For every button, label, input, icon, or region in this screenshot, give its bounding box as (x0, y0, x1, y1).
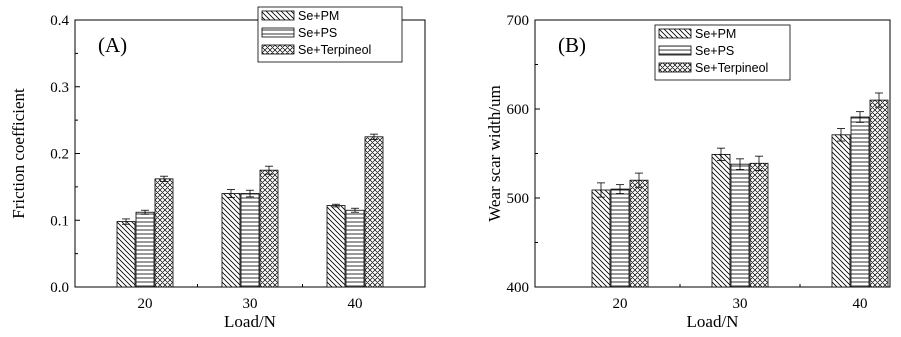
panel-label: (B) (558, 33, 586, 57)
error-bar (160, 175, 168, 182)
error-bar (616, 184, 624, 194)
bar (240, 193, 260, 288)
bar (364, 136, 384, 288)
y-axis-label: Wear scar width/um (485, 85, 504, 221)
x-tick-label: 20 (613, 296, 628, 312)
error-bar (351, 207, 359, 213)
error-bar (755, 155, 763, 171)
error-bar (265, 165, 273, 175)
legend-label: Se+Terpineol (695, 61, 768, 75)
bar (711, 153, 731, 288)
bar (326, 205, 346, 288)
bar (154, 178, 174, 288)
bar (749, 162, 769, 288)
legend-label: Se+Terpineol (298, 43, 371, 57)
bar (259, 169, 279, 288)
y-tick-label: 700 (507, 13, 530, 29)
panel-b-chart: 400 500 600 700 20 30 40 (B) Se+PM Se+PS Se+Terpin… (485, 13, 891, 331)
x-axis-label: Load/N (687, 312, 739, 331)
legend: Se+PM Se+PS Se+Terpineol (257, 6, 403, 63)
error-bar (370, 133, 378, 140)
bar (135, 211, 155, 288)
legend-swatch (658, 62, 692, 73)
bar (629, 179, 649, 288)
panel-label: (A) (98, 33, 127, 57)
error-bar (246, 189, 254, 198)
y-tick-label: 600 (507, 102, 530, 118)
error-bar (717, 147, 725, 162)
legend-label: Se+PM (695, 27, 736, 41)
error-bar (597, 182, 605, 198)
legend-label: Se+PS (695, 44, 734, 58)
bar (831, 134, 851, 288)
bar (869, 99, 889, 288)
bar (221, 193, 241, 288)
y-axis-label: Friction coefficient (9, 88, 28, 219)
legend-swatch (658, 28, 692, 39)
y-tick-label: 0.2 (50, 147, 69, 163)
y-tick-label: 0.1 (50, 213, 69, 229)
panel-a-chart: 0.0 0.1 0.2 0.3 0.4 20 30 40 (A) Se+PM Se+PS Se+Ter… (9, 6, 426, 331)
legend-swatch (261, 27, 295, 38)
legend-swatch (261, 44, 295, 55)
bar (850, 116, 870, 288)
y-tick-label: 500 (507, 191, 530, 207)
x-tick-label: 40 (853, 296, 868, 312)
error-bar (141, 209, 149, 215)
error-bar (332, 203, 340, 208)
bar (610, 188, 630, 288)
error-bar (736, 158, 744, 170)
y-tick-label: 0.0 (50, 280, 69, 296)
x-tick-label: 30 (243, 296, 258, 312)
bar (345, 209, 365, 288)
bar (116, 221, 136, 288)
legend-swatch (658, 45, 692, 56)
bar (730, 163, 750, 288)
legend-swatch (261, 10, 295, 21)
y-tick-label: 400 (507, 280, 530, 296)
error-bar (875, 92, 883, 108)
x-axis-label: Load/N (224, 312, 276, 331)
legend-label: Se+PM (298, 9, 339, 23)
legend: Se+PM Se+PS Se+Terpineol (654, 24, 791, 81)
y-tick-label: 0.3 (50, 80, 69, 96)
x-tick-label: 40 (348, 296, 363, 312)
error-bar (227, 189, 235, 198)
y-tick-label: 0.4 (50, 13, 69, 29)
error-bar (635, 172, 643, 188)
legend-label: Se+PS (298, 26, 337, 40)
error-bar (122, 218, 130, 225)
x-tick-label: 20 (138, 296, 153, 312)
error-bar (837, 128, 845, 142)
error-bar (856, 111, 864, 123)
x-tick-label: 30 (733, 296, 748, 312)
bar (591, 189, 611, 288)
